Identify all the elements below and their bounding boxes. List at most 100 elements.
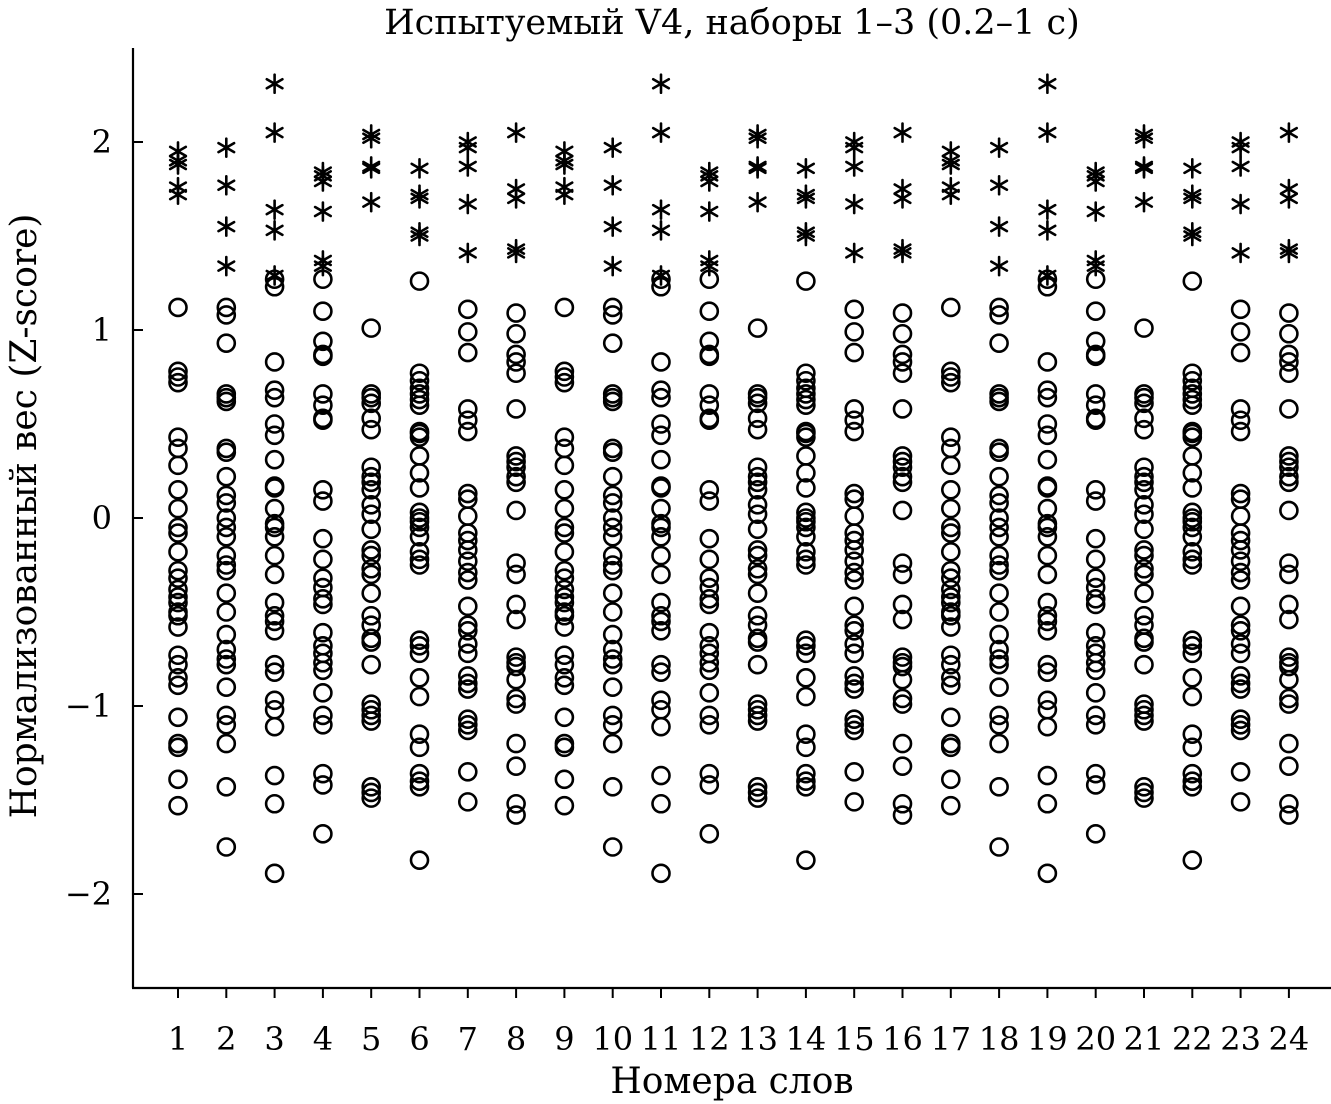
circle-point — [699, 824, 720, 844]
circle-point — [989, 442, 1009, 463]
circle-point — [361, 519, 382, 540]
circle-point — [602, 508, 623, 528]
circle-point — [264, 654, 285, 675]
circle-point — [1230, 483, 1251, 504]
circle-point — [361, 466, 382, 487]
x-tick-label: 19 — [1027, 1020, 1068, 1058]
asterisk-point — [990, 255, 1009, 277]
circle-point — [457, 342, 478, 363]
circle-point — [892, 344, 913, 365]
circle-point — [1279, 793, 1299, 814]
circle-point — [1037, 545, 1058, 566]
circle-point — [216, 654, 237, 675]
circle-point — [602, 391, 623, 412]
circle-point — [989, 705, 1009, 726]
circle-point — [940, 560, 961, 581]
circle-point — [651, 380, 671, 400]
circle-point — [989, 508, 1009, 528]
circle-point — [361, 495, 382, 515]
circle-point — [264, 517, 285, 538]
circle-point — [1230, 322, 1251, 342]
circle-point — [361, 479, 382, 500]
circle-point — [1182, 463, 1203, 483]
x-tick-label: 6 — [409, 1020, 429, 1058]
circle-point — [168, 795, 188, 816]
circle-point — [651, 793, 671, 814]
circle-point — [747, 705, 768, 726]
circle-point — [457, 679, 478, 699]
circle-point — [844, 634, 865, 654]
circle-point — [651, 545, 671, 566]
circle-point — [216, 624, 237, 645]
circle-point — [844, 709, 865, 729]
circle-point — [1230, 570, 1251, 590]
circle-point — [651, 276, 671, 297]
circle-point — [602, 837, 623, 857]
circle-point — [313, 652, 333, 673]
circle-point — [216, 305, 237, 325]
circle-point — [361, 632, 382, 652]
x-tick-label: 14 — [786, 1020, 827, 1058]
circle-point — [216, 649, 237, 669]
circle-point — [747, 318, 768, 338]
asterisk-point — [893, 242, 912, 264]
circle-point — [940, 707, 961, 728]
circle-point — [361, 472, 382, 493]
asterisk-point — [555, 184, 574, 205]
circle-point — [554, 372, 575, 393]
circle-point — [747, 788, 768, 808]
circle-point — [940, 675, 961, 696]
circle-point — [747, 782, 768, 803]
circle-point — [361, 782, 382, 803]
circle-point — [1230, 709, 1251, 729]
circle-point — [1085, 714, 1106, 735]
circle-point — [940, 592, 961, 613]
circle-point — [796, 502, 816, 523]
circle-point — [361, 705, 382, 726]
circle-point — [457, 530, 478, 551]
circle-point — [699, 622, 720, 643]
circle-point — [506, 647, 526, 667]
circle-point — [168, 427, 188, 447]
x-tick-label: 23 — [1220, 1020, 1261, 1058]
circle-point — [506, 688, 526, 709]
circle-point — [457, 615, 478, 635]
circle-point — [1230, 634, 1251, 654]
circle-point — [1230, 530, 1251, 551]
asterisk-point — [362, 127, 381, 149]
circle-point — [313, 301, 333, 322]
circle-point — [1230, 540, 1251, 560]
x-tick-label: 16 — [882, 1020, 923, 1058]
circle-point — [554, 568, 575, 588]
circle-point — [989, 545, 1009, 566]
circle-point — [1279, 466, 1299, 487]
circle-point — [1182, 384, 1203, 404]
circle-point — [1085, 705, 1106, 726]
circle-point — [409, 542, 430, 562]
circle-point — [1230, 410, 1251, 431]
circle-point — [989, 517, 1009, 538]
asterisk-point — [748, 191, 767, 213]
circle-point — [892, 363, 913, 384]
circle-point — [1182, 630, 1203, 651]
circle-point — [168, 517, 188, 538]
circle-point — [1037, 654, 1058, 675]
circle-point — [602, 777, 623, 797]
circle-point — [651, 765, 671, 786]
circle-point — [602, 714, 623, 735]
asterisk-point — [1183, 158, 1202, 179]
asterisk-point — [1231, 137, 1250, 158]
circle-point — [457, 399, 478, 419]
circle-point — [554, 617, 575, 637]
asterisk-point — [1038, 220, 1057, 241]
circle-point — [1182, 542, 1203, 562]
circle-point — [1134, 583, 1154, 604]
circle-point — [264, 611, 285, 632]
circle-point — [602, 297, 623, 318]
circle-point — [1230, 551, 1251, 572]
asterisk-point — [990, 174, 1009, 196]
circle-point — [216, 493, 237, 513]
asterisk-point — [458, 193, 477, 215]
circle-point — [892, 399, 913, 419]
circle-point — [1037, 611, 1058, 632]
